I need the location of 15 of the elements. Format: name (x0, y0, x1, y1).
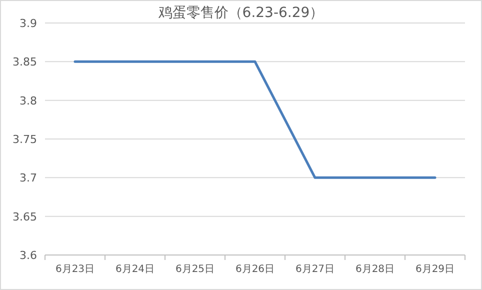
x-tick-label: 6月25日 (175, 264, 215, 275)
y-tick-label: 3.7 (20, 172, 37, 185)
y-tick-label: 3.75 (12, 133, 37, 146)
y-tick-label: 3.6 (20, 249, 37, 262)
x-tick-label: 6月28日 (355, 264, 395, 275)
x-tick-label: 6月29日 (415, 264, 455, 275)
y-tick-label: 3.9 (20, 17, 37, 30)
y-tick-label: 3.8 (20, 94, 37, 108)
y-tick-label: 3.85 (12, 56, 37, 69)
x-tick-label: 6月27日 (295, 264, 335, 275)
x-tick-label: 6月24日 (115, 264, 155, 275)
x-tick-label: 6月23日 (55, 264, 95, 275)
y-tick-label: 3.65 (12, 210, 37, 224)
x-tick-label: 6月26日 (235, 264, 275, 275)
chart-title: 鸡蛋零售价（6.23-6.29） (157, 5, 324, 21)
